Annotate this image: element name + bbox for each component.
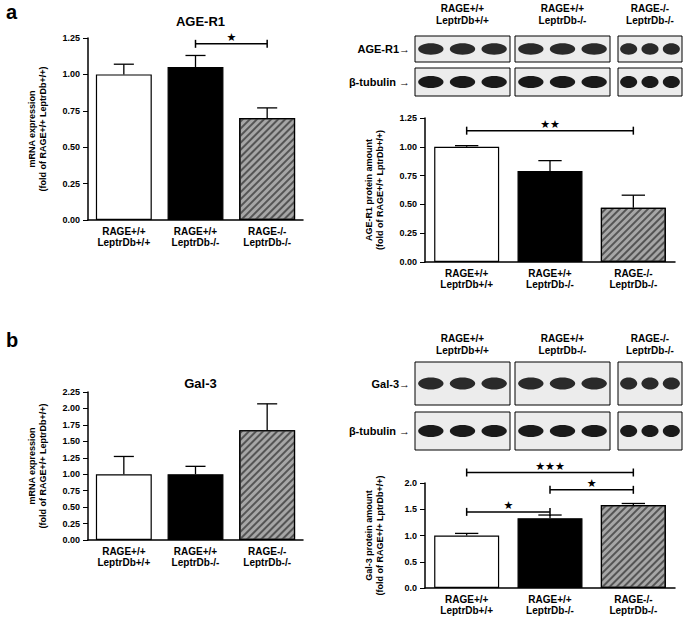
svg-text:1.00: 1.00 (62, 469, 80, 479)
svg-text:1.5: 1.5 (404, 504, 417, 514)
svg-text:LeptrDb-/-: LeptrDb-/- (626, 15, 674, 26)
svg-text:LeptrDb-/-: LeptrDb-/- (609, 279, 657, 290)
svg-text:RAGE+/+: RAGE+/+ (541, 3, 585, 14)
svg-text:LeptrDb-/-: LeptrDb-/- (539, 15, 587, 26)
svg-text:★: ★ (587, 477, 597, 490)
svg-text:1.50: 1.50 (62, 436, 80, 446)
svg-text:0.0: 0.0 (404, 583, 417, 593)
svg-text:mRNA expression: mRNA expression (27, 90, 37, 167)
svg-text:AGE-R1→: AGE-R1→ (357, 43, 410, 55)
svg-text:1.75: 1.75 (62, 420, 80, 430)
svg-text:0.5: 0.5 (404, 557, 417, 567)
svg-text:LeptrDb+/+: LeptrDb+/+ (436, 15, 489, 26)
svg-text:RAGE+/+: RAGE+/+ (541, 333, 585, 344)
svg-text:(fold of RAGE+/+ LptrDb+/+): (fold of RAGE+/+ LptrDb+/+) (375, 130, 385, 250)
svg-text:RAGE+/+: RAGE+/+ (445, 268, 489, 279)
svg-text:RAGE-/-: RAGE-/- (631, 333, 669, 344)
svg-text:2.0: 2.0 (404, 478, 417, 488)
svg-text:0.75: 0.75 (62, 486, 80, 496)
svg-text:(fold of RAGE+/+ LeptrDb+/+): (fold of RAGE+/+ LeptrDb+/+) (38, 66, 48, 191)
svg-text:mRNA expression: mRNA expression (27, 427, 37, 504)
svg-text:1.25: 1.25 (62, 453, 80, 463)
svg-text:0.00: 0.00 (62, 215, 80, 225)
svg-text:1.00: 1.00 (62, 69, 80, 79)
svg-text:0.75: 0.75 (399, 171, 417, 181)
svg-text:LeptrDb+/+: LeptrDb+/+ (436, 345, 489, 356)
svg-text:RAGE+/+: RAGE+/+ (528, 594, 572, 605)
svg-text:1.25: 1.25 (62, 33, 80, 43)
svg-text:β-tubulin →: β-tubulin → (349, 425, 410, 437)
svg-text:LeptrDb-/-: LeptrDb-/- (539, 345, 587, 356)
svg-text:0.75: 0.75 (62, 106, 80, 116)
svg-text:2.25: 2.25 (62, 387, 80, 397)
svg-text:RAGE+/+: RAGE+/+ (441, 3, 485, 14)
svg-text:b: b (6, 329, 18, 351)
svg-text:Gal-3 protein amount: Gal-3 protein amount (364, 490, 374, 581)
svg-text:AGE-R1: AGE-R1 (176, 14, 225, 29)
svg-text:a: a (6, 1, 18, 23)
svg-text:★: ★ (226, 31, 236, 44)
svg-text:LeptrDb+/+: LeptrDb+/+ (97, 237, 150, 248)
svg-text:0.25: 0.25 (62, 519, 80, 529)
svg-text:RAGE-/-: RAGE-/- (614, 268, 652, 279)
svg-text:★★★: ★★★ (535, 460, 565, 473)
svg-text:LeptrDb-/-: LeptrDb-/- (609, 605, 657, 616)
svg-text:LeptrDb-/-: LeptrDb-/- (626, 345, 674, 356)
svg-text:RAGE+/+: RAGE+/+ (441, 333, 485, 344)
svg-text:LeptrDb+/+: LeptrDb+/+ (440, 279, 493, 290)
svg-text:1.25: 1.25 (399, 113, 417, 123)
svg-text:0.50: 0.50 (62, 502, 80, 512)
svg-text:1.00: 1.00 (399, 142, 417, 152)
svg-text:β-tubulin →: β-tubulin → (349, 76, 410, 88)
svg-text:LeptrDb+/+: LeptrDb+/+ (97, 557, 150, 568)
svg-text:RAGE+/+: RAGE+/+ (174, 226, 218, 237)
svg-text:LeptrDb-/-: LeptrDb-/- (243, 557, 291, 568)
svg-text:★★: ★★ (540, 118, 560, 131)
svg-text:RAGE+/+: RAGE+/+ (102, 226, 146, 237)
svg-text:LeptrDb-/-: LeptrDb-/- (243, 237, 291, 248)
svg-text:RAGE-/-: RAGE-/- (248, 546, 286, 557)
svg-text:★: ★ (503, 499, 513, 512)
svg-text:0.25: 0.25 (62, 179, 80, 189)
svg-text:LeptrDb-/-: LeptrDb-/- (172, 557, 220, 568)
svg-text:0.00: 0.00 (62, 535, 80, 545)
svg-text:0.50: 0.50 (62, 142, 80, 152)
svg-text:Gal-3: Gal-3 (184, 376, 217, 391)
svg-text:(fold of RAGE+/+ LptrDb+/+): (fold of RAGE+/+ LptrDb+/+) (375, 475, 385, 595)
svg-text:RAGE+/+: RAGE+/+ (445, 594, 489, 605)
svg-text:LeptrDb-/-: LeptrDb-/- (526, 279, 574, 290)
svg-text:RAGE+/+: RAGE+/+ (102, 546, 146, 557)
svg-text:0.00: 0.00 (399, 257, 417, 267)
svg-text:0.25: 0.25 (399, 228, 417, 238)
svg-text:0.50: 0.50 (399, 199, 417, 209)
svg-text:2.00: 2.00 (62, 403, 80, 413)
svg-text:RAGE-/-: RAGE-/- (248, 226, 286, 237)
svg-text:RAGE-/-: RAGE-/- (614, 594, 652, 605)
svg-text:RAGE+/+: RAGE+/+ (174, 546, 218, 557)
svg-text:(fold of RAGE+/+ LeptrDb+/+): (fold of RAGE+/+ LeptrDb+/+) (38, 403, 48, 528)
svg-text:RAGE-/-: RAGE-/- (631, 3, 669, 14)
svg-text:AGE-R1 protein amount: AGE-R1 protein amount (364, 139, 374, 241)
svg-text:LeptrDb+/+: LeptrDb+/+ (440, 605, 493, 616)
svg-text:LeptrDb-/-: LeptrDb-/- (526, 605, 574, 616)
svg-text:LeptrDb-/-: LeptrDb-/- (172, 237, 220, 248)
svg-text:Gal-3→: Gal-3→ (371, 378, 410, 390)
svg-text:RAGE+/+: RAGE+/+ (528, 268, 572, 279)
svg-text:1.0: 1.0 (404, 531, 417, 541)
